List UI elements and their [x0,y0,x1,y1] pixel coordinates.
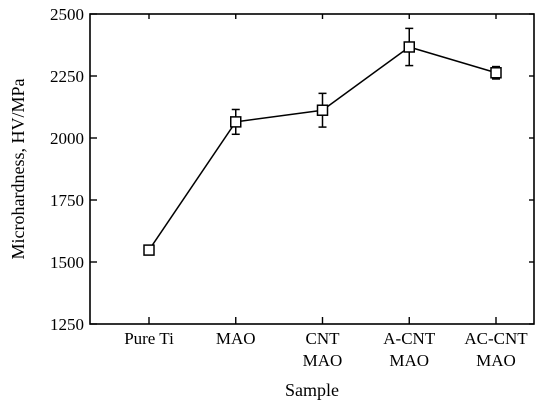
series-line-segment [235,109,323,123]
plot-frame [89,13,535,325]
y-tick-label: 1500 [50,253,84,272]
data-point-marker [143,244,155,256]
x-tick-label: A-CNT MAO [383,329,436,370]
y-tick-label: 2000 [50,129,84,148]
x-tick-label-line: MAO [389,351,429,370]
x-tick-label: AC-CNT MAO [464,329,528,370]
data-point-marker [490,67,502,79]
x-tick-label-line: CNT [306,329,341,348]
x-tick-label-line: MAO [476,351,516,370]
x-tick-label-line: AC-CNT [464,329,528,348]
series-line-segment [148,121,237,251]
y-tick-label: 2250 [50,67,84,86]
x-tick-label: MAO [216,329,256,348]
x-axis-title: Sample [285,380,339,400]
y-axis: 1250 1500 1750 2000 2250 2500 [50,5,534,334]
x-axis: Pure Ti MAO CNT MAO A-CNT MAO AC-CNT MAO [124,14,528,370]
x-tick-label: Pure Ti [124,329,174,348]
x-tick-label-line: MAO [303,351,343,370]
data-point-marker [230,116,242,128]
y-tick-label: 1250 [50,315,84,334]
y-axis-title: Microhardness, HV/MPa [8,79,28,260]
series-line-segment [409,46,497,74]
x-tick-label-line: A-CNT [383,329,436,348]
y-tick-label: 1750 [50,191,84,210]
data-point-marker [403,41,415,53]
x-tick-label-line: MAO [216,329,256,348]
data-point-marker [316,104,329,116]
series-layer [143,27,502,256]
x-tick-label-line: Pure Ti [124,329,174,348]
series-line-segment [322,46,410,111]
x-tick-label: CNT MAO [303,329,343,370]
y-tick-label: 2500 [50,5,84,24]
